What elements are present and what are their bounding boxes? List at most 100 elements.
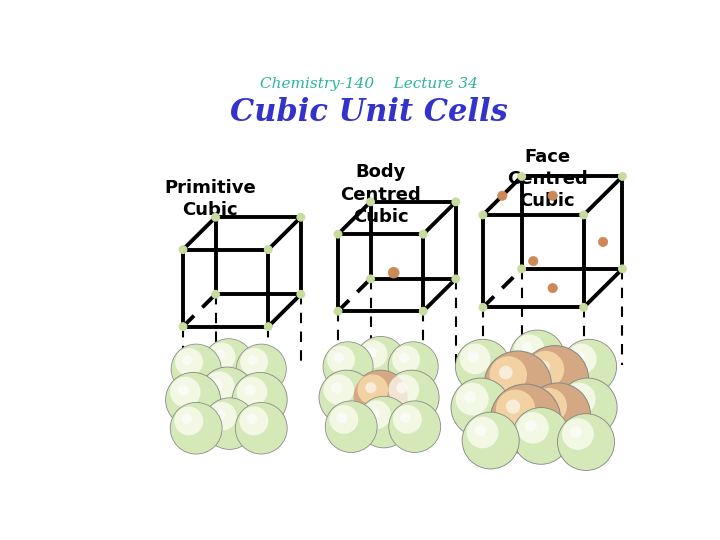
Circle shape <box>499 366 513 379</box>
Circle shape <box>359 340 387 368</box>
Circle shape <box>580 303 588 311</box>
Circle shape <box>179 323 187 330</box>
Circle shape <box>559 379 616 436</box>
Circle shape <box>490 383 561 455</box>
Circle shape <box>558 414 614 470</box>
Circle shape <box>369 408 379 418</box>
Circle shape <box>451 379 510 436</box>
Circle shape <box>354 370 408 424</box>
Circle shape <box>536 360 550 374</box>
Circle shape <box>244 384 256 396</box>
Circle shape <box>531 388 567 424</box>
Circle shape <box>337 413 347 423</box>
Circle shape <box>170 402 222 455</box>
Circle shape <box>353 370 408 425</box>
Circle shape <box>389 342 438 391</box>
Circle shape <box>456 383 489 415</box>
Circle shape <box>204 398 255 449</box>
Circle shape <box>562 383 595 415</box>
Circle shape <box>182 355 192 365</box>
Circle shape <box>215 350 225 360</box>
Circle shape <box>462 413 519 469</box>
Circle shape <box>366 275 374 283</box>
Circle shape <box>334 231 342 238</box>
Circle shape <box>331 382 342 393</box>
Circle shape <box>388 341 438 392</box>
Circle shape <box>498 191 507 200</box>
Circle shape <box>526 383 590 447</box>
Circle shape <box>467 417 498 448</box>
Circle shape <box>451 377 510 437</box>
Circle shape <box>384 370 439 425</box>
Circle shape <box>215 409 225 420</box>
Circle shape <box>479 211 487 219</box>
Circle shape <box>598 237 608 247</box>
Circle shape <box>200 368 254 421</box>
Circle shape <box>464 391 476 403</box>
Circle shape <box>557 377 618 437</box>
Circle shape <box>496 389 535 429</box>
Circle shape <box>329 405 359 434</box>
Circle shape <box>207 402 237 431</box>
Circle shape <box>528 256 538 266</box>
Circle shape <box>233 373 287 427</box>
Circle shape <box>571 391 583 403</box>
Circle shape <box>203 397 256 450</box>
Circle shape <box>513 408 570 464</box>
Circle shape <box>459 343 490 374</box>
Text: Face
Centred
Cubic: Face Centred Cubic <box>507 148 588 211</box>
Circle shape <box>334 353 344 363</box>
Circle shape <box>358 397 409 448</box>
Circle shape <box>557 413 615 471</box>
Circle shape <box>171 403 222 454</box>
Circle shape <box>399 353 410 363</box>
Text: Cubic Unit Cells: Cubic Unit Cells <box>230 97 508 128</box>
Circle shape <box>518 173 526 180</box>
Circle shape <box>452 198 459 206</box>
Circle shape <box>212 213 220 221</box>
Circle shape <box>561 339 617 394</box>
Circle shape <box>518 265 526 273</box>
Circle shape <box>548 191 557 200</box>
Circle shape <box>212 291 220 298</box>
Circle shape <box>323 374 354 405</box>
Circle shape <box>357 374 388 405</box>
Circle shape <box>521 345 589 413</box>
Circle shape <box>356 337 405 386</box>
Circle shape <box>165 372 221 428</box>
Circle shape <box>562 418 594 450</box>
Circle shape <box>485 352 551 417</box>
Circle shape <box>491 384 560 454</box>
Circle shape <box>548 284 557 293</box>
Circle shape <box>490 356 527 394</box>
Circle shape <box>178 384 189 396</box>
Circle shape <box>212 379 223 390</box>
Circle shape <box>366 347 377 357</box>
Circle shape <box>517 412 549 444</box>
Circle shape <box>170 377 201 407</box>
Circle shape <box>452 275 459 283</box>
Circle shape <box>512 407 570 465</box>
Circle shape <box>396 382 408 393</box>
Circle shape <box>297 213 305 221</box>
Circle shape <box>484 350 552 418</box>
Circle shape <box>388 401 441 453</box>
Circle shape <box>166 373 220 427</box>
Circle shape <box>319 370 374 425</box>
Circle shape <box>264 246 272 253</box>
Circle shape <box>510 330 564 384</box>
Circle shape <box>384 370 438 424</box>
Circle shape <box>323 341 374 392</box>
Circle shape <box>171 345 221 394</box>
Circle shape <box>474 425 486 436</box>
Circle shape <box>236 343 287 394</box>
Circle shape <box>393 405 422 434</box>
Circle shape <box>514 334 545 365</box>
Circle shape <box>204 372 235 402</box>
Circle shape <box>237 377 267 407</box>
Circle shape <box>574 352 585 362</box>
Circle shape <box>204 339 253 388</box>
Circle shape <box>365 382 377 393</box>
Circle shape <box>357 396 410 448</box>
Circle shape <box>618 173 626 180</box>
